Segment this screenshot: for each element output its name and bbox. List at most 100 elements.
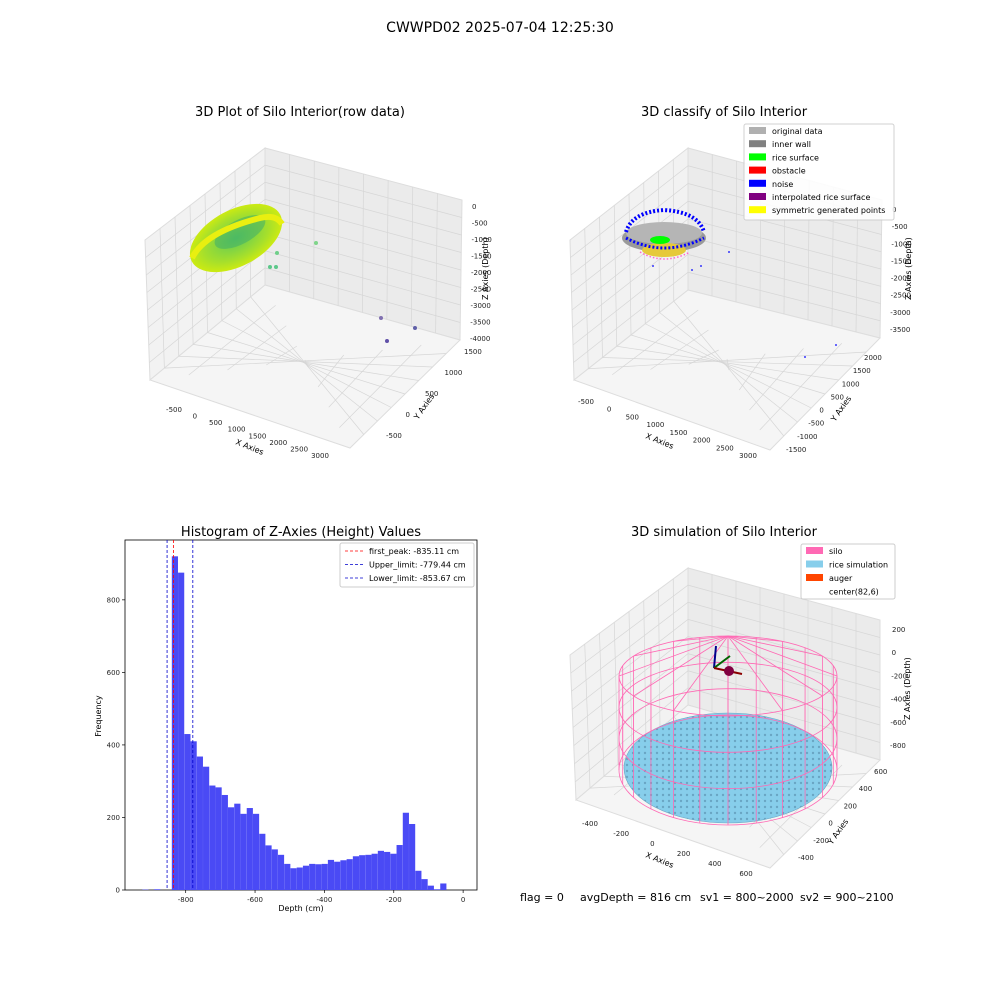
legend: first_peak: -835.11 cm Upper_limit: -779.… [339, 542, 475, 588]
x-tick-label: 500 [209, 419, 222, 427]
y-tick-label: 600 [107, 669, 120, 677]
x-tick-label: 3000 [311, 452, 329, 460]
grid-line [410, 186, 414, 327]
histogram-bar [203, 766, 210, 890]
panel-histogram: Histogram of Z-Axies (Height) Values -80… [94, 525, 478, 913]
x-tick-label: 1000 [228, 426, 246, 434]
grid-line [339, 344, 422, 428]
grid-line [435, 193, 438, 334]
histogram-bar [377, 850, 384, 890]
x-tick-label: -400 [316, 896, 332, 904]
silo-roof-line [633, 635, 729, 657]
histogram-bar [321, 863, 328, 890]
x-axis-label: X Axies [644, 851, 675, 870]
x-tick-label: 0 [607, 406, 611, 414]
x-tick-label: -500 [578, 398, 594, 406]
z-tick-label: -2500 [891, 292, 911, 300]
x-tick-label: 2500 [716, 444, 734, 452]
sv2-text: sv2 = 900~2100 [800, 891, 894, 904]
z-tick-label: -2000 [891, 275, 911, 283]
z-tick-label: -500 [892, 223, 908, 231]
x-tick-label: 500 [626, 413, 639, 421]
z-tick-label: -400 [891, 696, 907, 704]
y-tick-label: 800 [107, 596, 120, 604]
y-tick-label: 400 [107, 741, 120, 749]
x-tick-label: 0 [193, 413, 197, 421]
grid-line [687, 687, 881, 743]
x-tick-label: 1500 [670, 429, 688, 437]
y-tick-label: 200 [107, 814, 120, 822]
grid-line [645, 323, 812, 409]
legend-label: Upper_limit: -779.44 cm [369, 561, 466, 570]
axis-ticks: -800 -600 -400 -200 0 0 200 400 600 800 [107, 596, 466, 904]
y-tick-label: 600 [874, 768, 887, 776]
grid-line [386, 180, 389, 320]
z-tick-label: 200 [892, 626, 905, 634]
histogram-bars [142, 556, 447, 890]
histogram-bar [246, 808, 253, 890]
z-tick-label: -2000 [471, 269, 491, 277]
z-tick-label: 0 [892, 649, 896, 657]
legend-swatch [749, 193, 766, 200]
grid-line [673, 301, 785, 437]
y-tick-label: 1500 [853, 367, 871, 375]
legend-label: original data [772, 127, 823, 136]
legend-swatch [749, 153, 766, 161]
axis-ticks: -400 -200 0 200 400 600 -400 -200 0 200 400 600 200 0… [582, 626, 907, 878]
grid-line [659, 312, 798, 423]
silo-roof-line [673, 635, 729, 711]
histogram-bar [409, 823, 416, 890]
noise-point [804, 356, 806, 358]
histogram-bar [427, 885, 434, 890]
grid-line [687, 670, 881, 726]
data-point [385, 339, 389, 343]
data-point [413, 326, 417, 330]
y-tick-label: 2000 [864, 354, 882, 362]
histogram-bar [190, 741, 197, 890]
panel-raw-3d: 3D Plot of Silo Interior(row data) -500 0… [144, 105, 492, 460]
z-tick-label: 0 [472, 203, 476, 211]
legend-label: interpolated rice surface [772, 193, 870, 202]
simulation-title: 3D simulation of Silo Interior [631, 525, 818, 540]
legend-label: inner wall [772, 140, 811, 149]
data-point [275, 251, 279, 255]
y-tick-label: -1000 [797, 433, 817, 441]
figure-suptitle: CWWPD02 2025-07-04 12:25:30 [386, 20, 614, 36]
noise-point [691, 269, 693, 271]
histogram-bar [227, 807, 235, 890]
x-tick-label: 0 [650, 840, 654, 848]
histogram-bar [196, 756, 203, 890]
x-tick-label: -400 [582, 820, 598, 828]
z-tick-label: -3000 [471, 302, 491, 310]
histogram-bar [215, 787, 222, 890]
noise-point [835, 344, 837, 346]
legend-label: Lower_limit: -853.67 cm [369, 574, 466, 583]
grid-line [149, 267, 266, 363]
y-tick-label: -1500 [786, 446, 806, 454]
y-tick-label: 500 [425, 390, 438, 398]
histogram-bar [178, 572, 185, 890]
flag-text: flag = 0 [520, 891, 564, 904]
legend-swatch [749, 140, 766, 148]
grid-line [687, 236, 881, 287]
silo-wireframe [618, 635, 838, 826]
reference-lines [166, 540, 194, 890]
noise-point [700, 265, 702, 267]
y-axis-label: Y Axies [412, 392, 437, 422]
histogram-bar [402, 812, 409, 890]
z-axis-label: Z Axies (Depth) [903, 657, 912, 720]
histogram-bar [252, 813, 260, 890]
silo-roof-line [727, 635, 838, 677]
y-tick-label: 0 [819, 407, 823, 415]
histogram-bar [171, 556, 178, 890]
y-tick-label: 1500 [464, 348, 482, 356]
histogram-bar [309, 863, 316, 890]
panel-classify-3d: 3D classify of Silo Interior -500 0 500 100… [569, 105, 913, 460]
grid-line [250, 296, 365, 435]
y-tick-label: -400 [798, 854, 814, 862]
grid-line [687, 271, 881, 322]
histogram-bar [359, 855, 366, 890]
silo-roof-line [727, 635, 823, 697]
z-tick-label: -500 [472, 220, 488, 228]
